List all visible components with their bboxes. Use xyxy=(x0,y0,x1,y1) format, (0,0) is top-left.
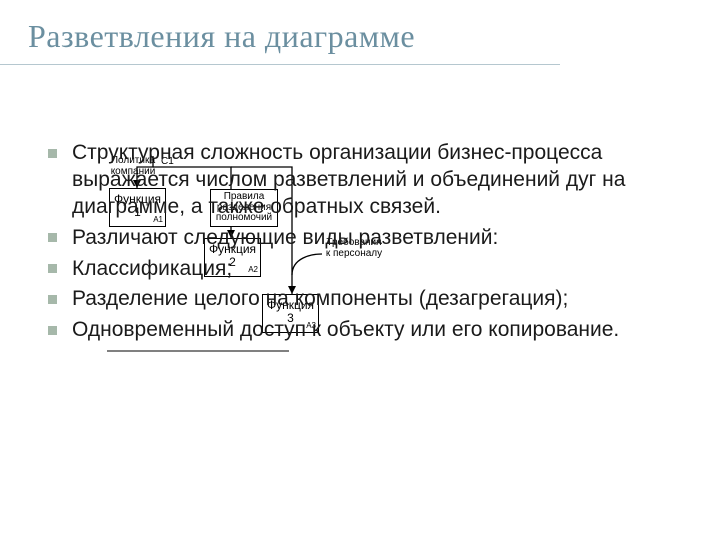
bullet-list: Структурная сложность организации бизнес… xyxy=(48,140,668,348)
bullet-item: Разделение целого на компоненты (дезагре… xyxy=(48,286,668,313)
bullet-item: Классификация; xyxy=(48,256,668,283)
title-underline xyxy=(0,64,560,65)
page-title: Разветвления на диаграмме xyxy=(0,0,720,55)
bullet-item: Различают следующие виды разветвлений: xyxy=(48,225,668,252)
bullet-item: Структурная сложность организации бизнес… xyxy=(48,140,668,221)
bullet-item: Одновременный доступ к объекту или его к… xyxy=(48,317,668,344)
